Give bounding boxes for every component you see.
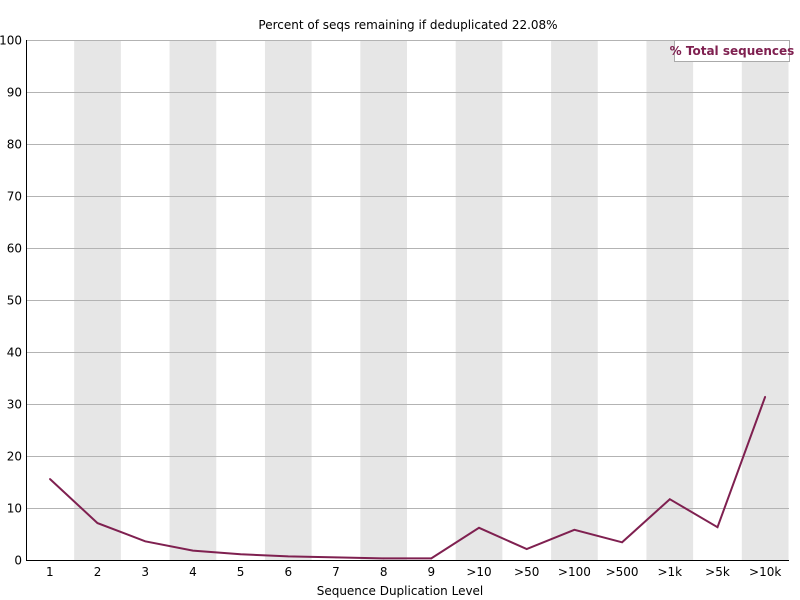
y-tick-label: 30 [7,398,22,412]
x-tick-label: >100 [558,565,591,579]
data-point [96,522,99,524]
data-point [287,555,290,558]
data-point [716,526,719,529]
y-tick-label: 10 [7,502,22,516]
y-tick-label: 60 [7,242,22,256]
data-point [621,541,623,544]
x-tick-label: 7 [332,565,340,579]
x-axis-label: Sequence Duplication Level [317,584,484,598]
x-axis-ticks: 1 2 3 4 5 6 7 8 9 >10 >50 >100 >500 >1k >5k >10k [46,565,781,579]
y-tick-label: 100 [0,34,22,48]
x-tick-label: 8 [380,565,388,579]
data-point [430,557,433,560]
data-point [382,557,385,560]
data-point [49,478,51,480]
x-tick-label: >50 [514,565,539,579]
series-line [49,396,767,560]
data-point [144,540,147,543]
x-tick-label: 4 [189,565,197,579]
y-tick-label: 90 [7,86,22,100]
legend: % Total sequences [670,40,795,62]
y-tick-label: 40 [7,346,22,360]
axes [26,40,789,561]
legend-entry: % Total sequences [670,44,795,58]
y-axis-ticks: 0 10 20 30 40 50 60 70 80 90 100 [0,34,22,568]
x-tick-label: 9 [428,565,436,579]
series-group [49,395,767,560]
y-tick-label: 50 [7,294,22,308]
data-point [478,526,480,529]
gridlines [26,40,789,509]
y-tick-label: 20 [7,450,22,464]
x-tick-label: >5k [705,565,730,579]
data-point [668,498,671,500]
x-tick-label: >500 [606,565,639,579]
data-point [239,553,242,556]
chart-title: Percent of seqs remaining if deduplicate… [258,18,557,32]
x-tick-label: >10k [749,565,781,579]
x-tick-label: >10 [466,565,491,579]
x-tick-label: 2 [94,565,102,579]
x-tick-label: 5 [237,565,245,579]
x-tick-label: 3 [141,565,149,579]
legend-box [674,40,790,62]
y-tick-label: 70 [7,190,22,204]
data-point [764,395,766,398]
x-tick-label: >1k [657,565,682,579]
data-point [573,529,576,531]
x-tick-label: 6 [284,565,292,579]
data-point [525,548,528,550]
y-tick-label: 0 [14,554,22,568]
x-tick-label: 1 [46,565,54,579]
data-point [192,549,194,552]
y-tick-label: 80 [7,138,22,152]
data-point [335,556,337,559]
